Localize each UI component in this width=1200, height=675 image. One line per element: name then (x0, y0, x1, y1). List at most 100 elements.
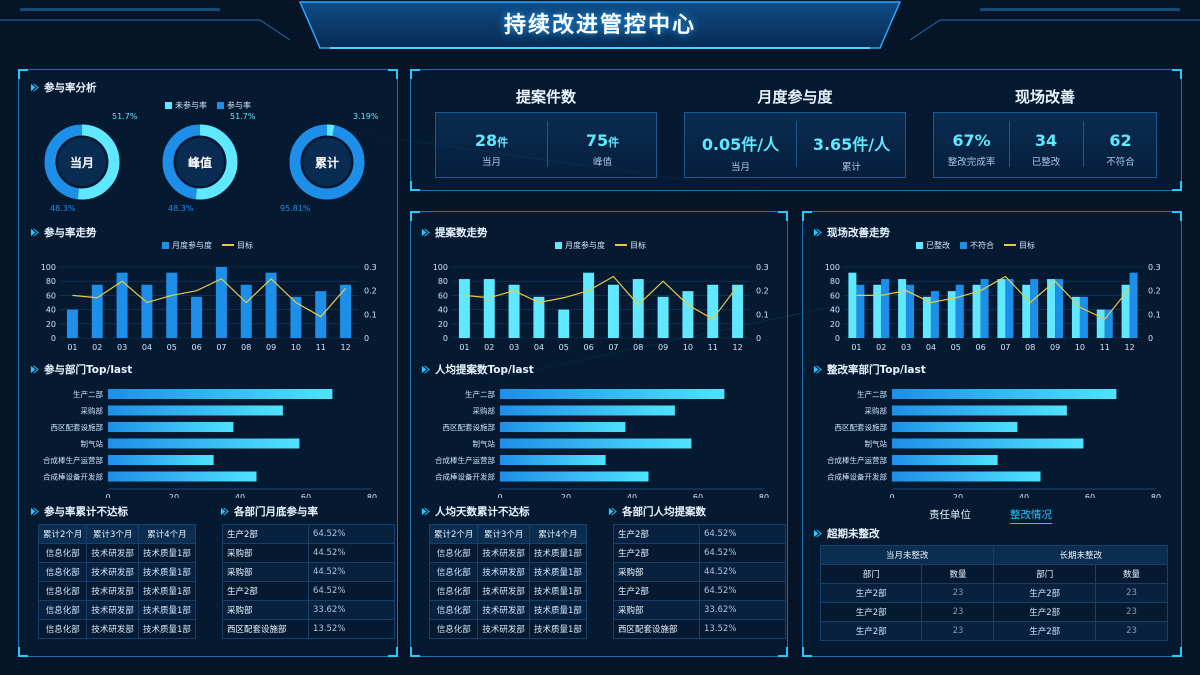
bar (483, 279, 495, 338)
category-label: 采购部 (865, 406, 888, 416)
legend-item-monthly: 月度参与度 (555, 240, 605, 251)
kpi-onsite-title: 现场改善 (1014, 88, 1075, 106)
x-tick-label: 02 (484, 343, 494, 352)
proposal-trend-chart: 0 20 40 60 80 100 0 0.1 0.2 0.3 01 02 03 04 05 06 07 08 09… (433, 263, 769, 352)
bar (500, 422, 626, 432)
bar (108, 422, 234, 432)
x-tick-label: 07 (216, 343, 226, 352)
table-cell: 信息化部 (428, 619, 479, 639)
bar (930, 291, 939, 338)
donut-bottom-pct: 48.3% (168, 204, 194, 213)
donut-ring-unparticipated (162, 124, 238, 200)
bar (215, 267, 227, 338)
x-tick-label: 01 (851, 343, 861, 352)
table-cell: 采购部 (222, 562, 309, 582)
table-cell: 技术质量1部 (528, 581, 587, 601)
tab-responsible-unit[interactable]: 责任单位 (929, 509, 971, 521)
x-tick-label: 60 (1085, 493, 1095, 498)
table-row: 生产2部 23 生产2部 23 (819, 583, 1169, 603)
kpi-nonconforming: 62 不符合 (1106, 131, 1135, 168)
chevron-right-icon (421, 365, 430, 374)
x-tick-label: 09 (1050, 343, 1060, 352)
table-cell: 信息化部 (428, 600, 479, 620)
table-cell: 技术研发部 (86, 600, 139, 620)
bar (91, 284, 103, 338)
x-tick-label: 40 (235, 493, 245, 498)
overdue-title: 超期未整改 (813, 526, 880, 541)
category-label: 西区配套设施部 (51, 422, 104, 432)
bar (1129, 272, 1138, 338)
table-row: 信息化部 技术研发部 技术质量1部 (428, 543, 587, 563)
x-tick-label: 02 (876, 343, 886, 352)
monthend-title: 各部门月底参与率 (220, 504, 318, 519)
donut-center (303, 138, 351, 186)
bar (972, 284, 981, 338)
table-cell: 信息化部 (37, 543, 88, 563)
table-row: 信息化部 技术研发部 技术质量1部 (37, 543, 196, 563)
header-frame (0, 1, 1200, 49)
y2-tick-label: 0.3 (756, 263, 769, 272)
bar (500, 455, 606, 465)
table-cell: 23 (1094, 621, 1169, 641)
bar (892, 405, 1067, 416)
kpi-peak-proposals: 75件 峰值 (585, 131, 620, 168)
table-header: 累计2个月 (37, 524, 88, 544)
y-tick-label: 0 (51, 334, 56, 343)
y-tick-label: 80 (46, 277, 56, 286)
chevron-right-icon (421, 228, 430, 237)
table-cell: 64.52% (699, 543, 786, 563)
x-tick-label: 03 (509, 343, 519, 352)
y-tick-label: 20 (830, 320, 840, 329)
table-header: 累计3个月 (86, 524, 139, 544)
table-cell: 技术质量1部 (528, 562, 587, 582)
donut-center (58, 138, 106, 186)
x-tick-label: 80 (759, 493, 769, 498)
bar (892, 389, 1117, 399)
legend-item-unparticipated: 未参与率 (165, 100, 207, 111)
table-row: 生产2部 64.52% (222, 581, 395, 601)
legend-item-target: 目标 (1004, 240, 1035, 251)
bar (108, 405, 283, 416)
x-tick-label: 03 (901, 343, 911, 352)
table-cell: 技术研发部 (477, 581, 530, 601)
donut-center (176, 138, 224, 186)
table-cell: 信息化部 (428, 543, 479, 563)
x-tick-label: 0 (889, 493, 894, 498)
bar (632, 279, 644, 338)
bar (1055, 279, 1064, 338)
bar (108, 455, 214, 465)
y-tick-label: 20 (438, 320, 448, 329)
category-label: 合成棒生产运营部 (827, 455, 887, 465)
table-row: 采购部 33.62% (613, 600, 786, 620)
x-tick-label: 04 (534, 343, 544, 352)
table-cell: 生产2部 (222, 581, 309, 601)
x-tick-label: 01 (67, 343, 77, 352)
table-row: 信息化部 技术研发部 技术质量1部 (37, 562, 196, 582)
bar (898, 279, 907, 338)
table-cell: 生产2部 (993, 583, 1096, 603)
avg-proposal-title: 各部门人均提案数 (608, 504, 706, 519)
table-row: 信息化部 技术研发部 技术质量1部 (37, 581, 196, 601)
target-line (464, 275, 739, 320)
donut-chart (44, 124, 120, 200)
table-cell: 技术质量1部 (137, 581, 196, 601)
bar (955, 284, 964, 338)
y-tick-label: 100 (41, 263, 56, 272)
column-header: 部门 (993, 564, 1096, 584)
x-tick-label: 06 (583, 343, 593, 352)
legend-item-target: 目标 (222, 240, 253, 251)
table-row: 采购部 33.62% (222, 600, 395, 620)
table-cell: 技术质量1部 (137, 543, 196, 563)
tab-rectification-status[interactable]: 整改情况 (1010, 507, 1052, 524)
donut-label: 当月 (69, 156, 94, 170)
x-tick-label: 20 (953, 493, 963, 498)
table-cell: 技术研发部 (86, 581, 139, 601)
bar (892, 471, 1041, 482)
bar (191, 296, 203, 338)
y-tick-label: 100 (825, 263, 840, 272)
bar (682, 291, 694, 338)
avg-days-below-table: 累计2个月 累计3个月 累计4个月 信息化部 技术研发部 技术质量1部 信息化部 技术研发部技… (428, 524, 587, 639)
kpi-completion-rate: 67% 整改完成率 (947, 131, 996, 168)
chevron-right-icon (421, 507, 430, 516)
